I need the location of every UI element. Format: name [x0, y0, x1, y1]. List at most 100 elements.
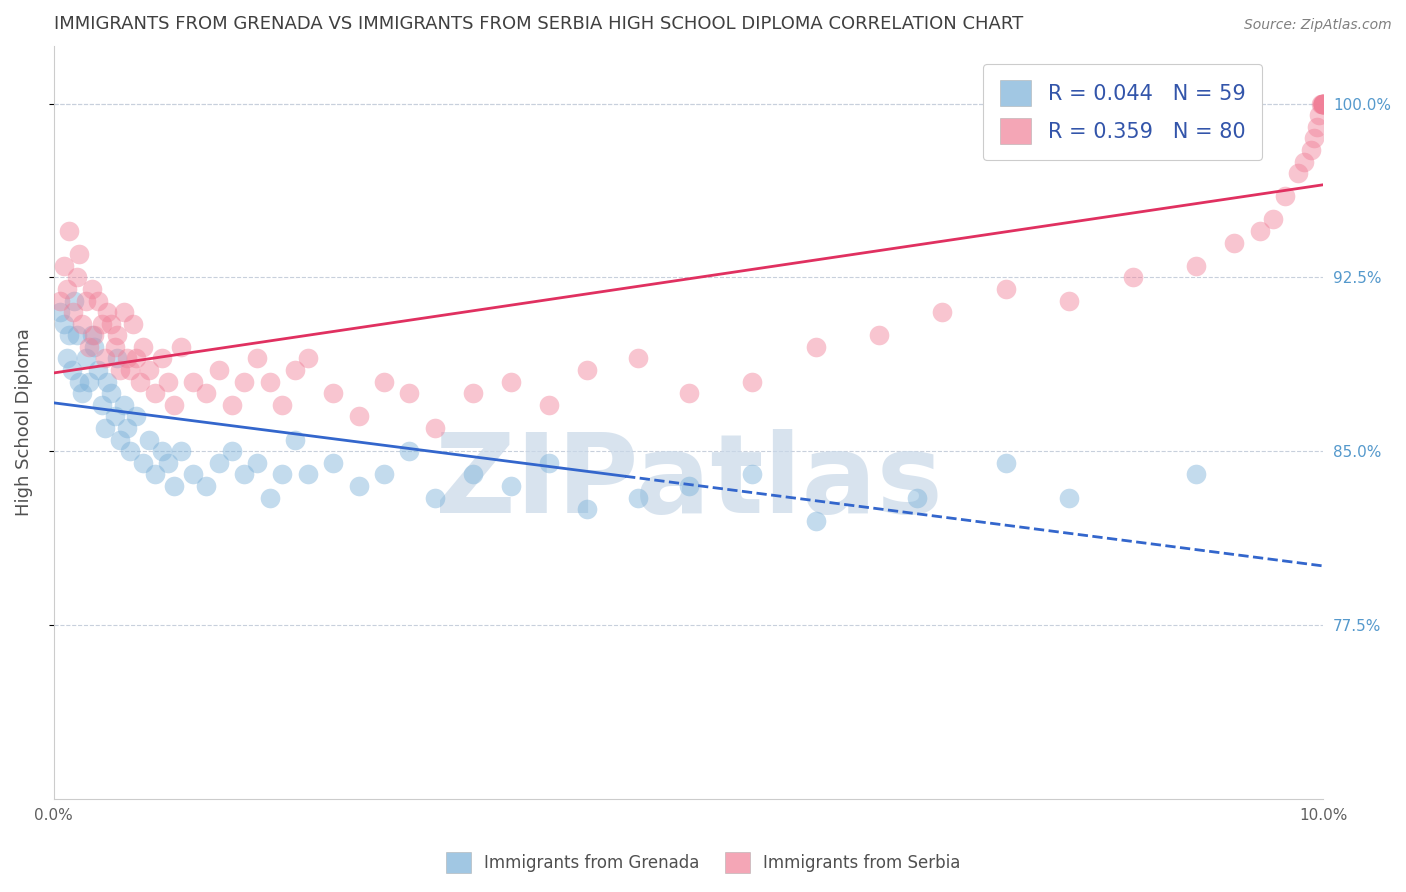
Point	[233, 467, 256, 482]
Point	[284, 363, 307, 377]
Point	[1309, 96, 1331, 111]
Point	[741, 467, 763, 482]
Point	[121, 317, 143, 331]
Point	[108, 363, 131, 377]
Point	[499, 479, 522, 493]
Point	[112, 398, 135, 412]
Point	[461, 467, 484, 482]
Point	[125, 409, 148, 424]
Point	[1274, 189, 1296, 203]
Point	[104, 340, 127, 354]
Point	[117, 421, 139, 435]
Point	[1059, 491, 1081, 505]
Point	[1249, 224, 1271, 238]
Point	[1312, 96, 1334, 111]
Point	[1059, 293, 1081, 308]
Point	[145, 467, 167, 482]
Point	[868, 328, 890, 343]
Point	[804, 514, 827, 528]
Point	[66, 270, 89, 285]
Point	[49, 305, 72, 319]
Point	[67, 247, 90, 261]
Text: Source: ZipAtlas.com: Source: ZipAtlas.com	[1244, 18, 1392, 32]
Point	[575, 502, 598, 516]
Point	[108, 433, 131, 447]
Point	[1312, 96, 1334, 111]
Point	[347, 479, 370, 493]
Point	[67, 375, 90, 389]
Point	[63, 293, 86, 308]
Point	[80, 282, 103, 296]
Point	[627, 491, 650, 505]
Point	[221, 444, 243, 458]
Point	[91, 317, 114, 331]
Point	[66, 328, 89, 343]
Point	[131, 456, 153, 470]
Point	[150, 351, 173, 366]
Point	[138, 363, 160, 377]
Point	[246, 351, 269, 366]
Point	[96, 375, 118, 389]
Point	[246, 456, 269, 470]
Point	[170, 340, 193, 354]
Point	[741, 375, 763, 389]
Point	[931, 305, 953, 319]
Point	[131, 340, 153, 354]
Point	[1223, 235, 1246, 250]
Point	[537, 456, 560, 470]
Point	[117, 351, 139, 366]
Point	[163, 479, 186, 493]
Point	[58, 328, 80, 343]
Point	[994, 282, 1017, 296]
Point	[423, 421, 446, 435]
Point	[271, 467, 294, 482]
Point	[678, 386, 700, 401]
Point	[1185, 259, 1208, 273]
Point	[70, 386, 93, 401]
Point	[195, 386, 218, 401]
Point	[87, 293, 110, 308]
Point	[208, 363, 231, 377]
Point	[145, 386, 167, 401]
Point	[157, 456, 180, 470]
Point	[1308, 108, 1330, 122]
Point	[195, 479, 218, 493]
Point	[58, 224, 80, 238]
Point	[100, 317, 122, 331]
Point	[284, 433, 307, 447]
Text: IMMIGRANTS FROM GRENADA VS IMMIGRANTS FROM SERBIA HIGH SCHOOL DIPLOMA CORRELATIO: IMMIGRANTS FROM GRENADA VS IMMIGRANTS FR…	[53, 15, 1024, 33]
Point	[129, 375, 152, 389]
Point	[297, 467, 319, 482]
Point	[1122, 270, 1144, 285]
Point	[461, 386, 484, 401]
Point	[53, 317, 76, 331]
Point	[1306, 120, 1329, 134]
Point	[75, 293, 97, 308]
Point	[93, 351, 115, 366]
Point	[105, 328, 128, 343]
Point	[1299, 143, 1322, 157]
Point	[55, 282, 77, 296]
Point	[83, 340, 105, 354]
Point	[96, 305, 118, 319]
Point	[70, 317, 93, 331]
Point	[83, 328, 105, 343]
Point	[163, 398, 186, 412]
Point	[112, 305, 135, 319]
Point	[1310, 96, 1333, 111]
Point	[170, 444, 193, 458]
Point	[373, 375, 395, 389]
Point	[183, 467, 205, 482]
Point	[271, 398, 294, 412]
Point	[138, 433, 160, 447]
Point	[537, 398, 560, 412]
Point	[1312, 96, 1334, 111]
Point	[373, 467, 395, 482]
Point	[118, 444, 141, 458]
Point	[221, 398, 243, 412]
Point	[1286, 166, 1309, 180]
Point	[678, 479, 700, 493]
Point	[398, 386, 420, 401]
Point	[49, 293, 72, 308]
Point	[150, 444, 173, 458]
